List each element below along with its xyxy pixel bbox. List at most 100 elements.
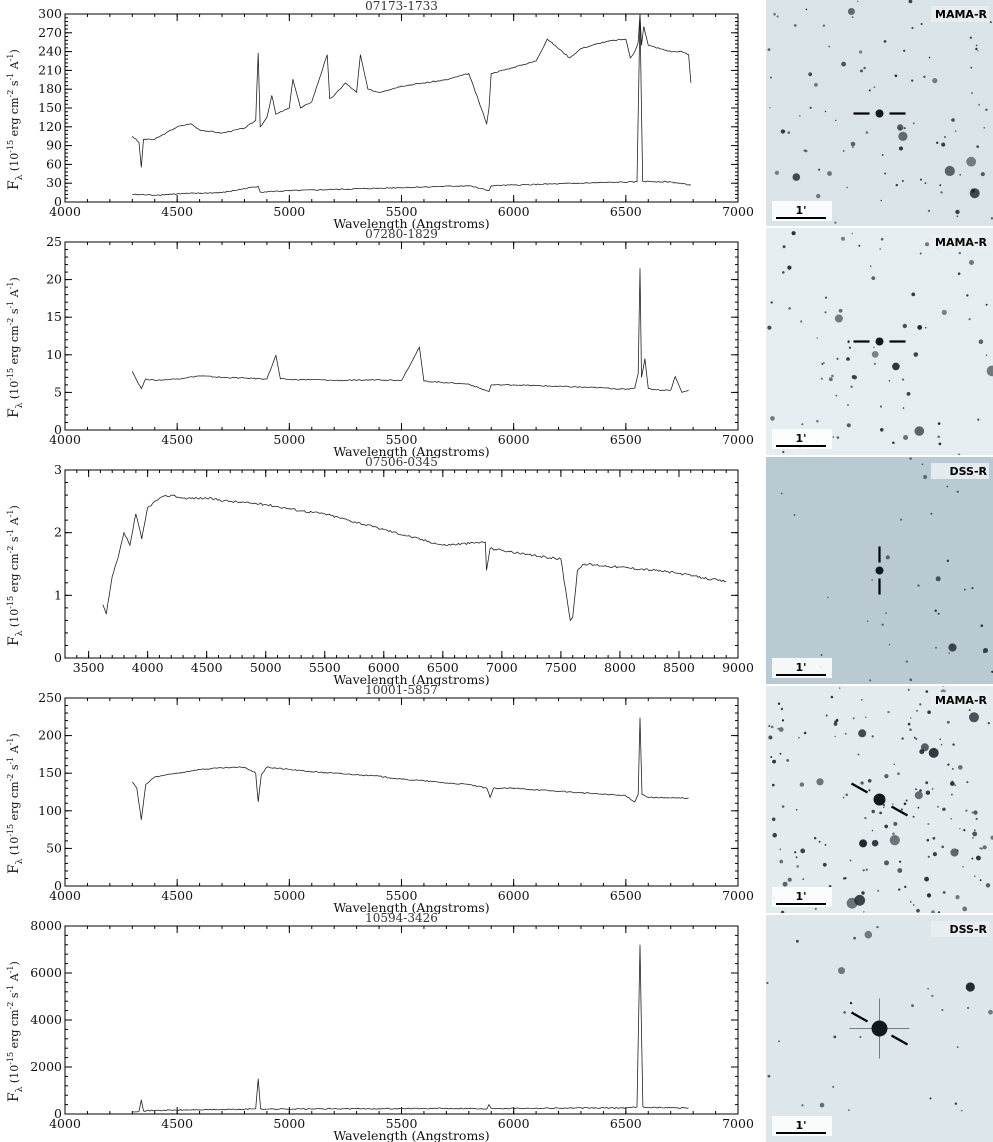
star [965, 982, 975, 992]
star [917, 325, 923, 330]
star [942, 891, 946, 894]
star [851, 16, 854, 18]
x-tick-label: 6500 [610, 888, 642, 903]
star [927, 855, 930, 858]
survey-label: MAMA-R [935, 8, 987, 21]
star [847, 404, 849, 406]
y-tick-label: 200 [38, 728, 62, 743]
star [778, 727, 784, 732]
star [926, 838, 930, 842]
star [780, 492, 783, 495]
star [979, 879, 982, 882]
star [956, 215, 959, 218]
star [954, 784, 956, 786]
star [833, 1035, 837, 1039]
star [820, 377, 823, 380]
star [884, 774, 889, 779]
star [860, 781, 864, 785]
chart-title: 10001-5857 [365, 684, 438, 697]
x-tick-label: 7000 [486, 660, 518, 675]
star [903, 802, 907, 806]
star [898, 131, 908, 141]
star [794, 851, 797, 854]
x-tick-label: 8000 [604, 660, 636, 675]
star [899, 146, 903, 151]
star [951, 767, 954, 770]
star [769, 107, 771, 109]
star [913, 904, 915, 906]
star [956, 1046, 959, 1048]
star [885, 612, 887, 614]
x-tick-label: 6000 [498, 1116, 530, 1131]
star [973, 875, 976, 878]
y-tick-label: 10 [46, 347, 62, 362]
star [894, 74, 898, 78]
star [842, 150, 845, 152]
star [834, 314, 843, 323]
x-tick-label: 8500 [663, 660, 695, 675]
x-tick-label: 4000 [132, 660, 164, 675]
spectrum-line-1 [131, 268, 689, 393]
target-marker-upper [850, 1011, 869, 1023]
star [787, 877, 792, 882]
survey-label: MAMA-R [935, 694, 987, 707]
star [900, 518, 903, 521]
y-tick-label: 50 [46, 840, 62, 855]
x-tick-label: 4500 [161, 204, 193, 219]
star [768, 724, 771, 728]
star [923, 75, 926, 79]
x-tick-label: 7000 [722, 204, 754, 219]
star [871, 735, 874, 738]
x-axis-label: Wavelength (Angstroms) [333, 444, 489, 458]
star [978, 103, 981, 106]
star [822, 862, 827, 867]
star [786, 759, 790, 762]
finder-chart-4: MAMA-R 1' [766, 686, 993, 913]
star [925, 242, 929, 247]
x-tick-label: 4000 [49, 888, 81, 903]
star [794, 24, 797, 27]
star [925, 781, 929, 785]
star [904, 885, 907, 889]
x-tick-label: 5000 [273, 888, 305, 903]
spectrum-line-1 [102, 494, 727, 622]
star [985, 108, 988, 112]
star [935, 646, 937, 649]
star [966, 1006, 970, 1010]
star [901, 180, 904, 182]
x-tick-label: 5500 [386, 204, 418, 219]
star [944, 165, 955, 177]
star [871, 809, 875, 814]
star [909, 457, 912, 460]
star [771, 817, 776, 822]
star [814, 907, 817, 910]
y-tick-label: 30 [46, 175, 62, 190]
star [809, 106, 812, 109]
star [927, 710, 931, 714]
star [839, 687, 841, 689]
star [903, 49, 906, 52]
star [975, 44, 978, 47]
star [969, 260, 974, 265]
star [816, 193, 821, 199]
y-tick-label: 300 [38, 6, 62, 21]
star [779, 848, 782, 851]
x-tick-label: 6500 [610, 204, 642, 219]
spectrum-panel-3: 07506-0345 3500 4000 4500 5000 5500 6000 6500 70… [0, 456, 760, 686]
star [864, 816, 867, 820]
star [795, 856, 798, 859]
star [970, 66, 973, 69]
star [929, 1097, 932, 1100]
star [892, 832, 895, 836]
star [965, 809, 968, 812]
star [865, 131, 869, 134]
star [858, 244, 861, 247]
star [907, 722, 911, 726]
star [773, 12, 776, 16]
star [948, 643, 957, 652]
star [832, 1085, 835, 1088]
target-marker-lower [890, 1034, 909, 1046]
target-star [875, 337, 884, 346]
target-marker-upper [850, 782, 869, 794]
survey-label-box [931, 234, 989, 250]
